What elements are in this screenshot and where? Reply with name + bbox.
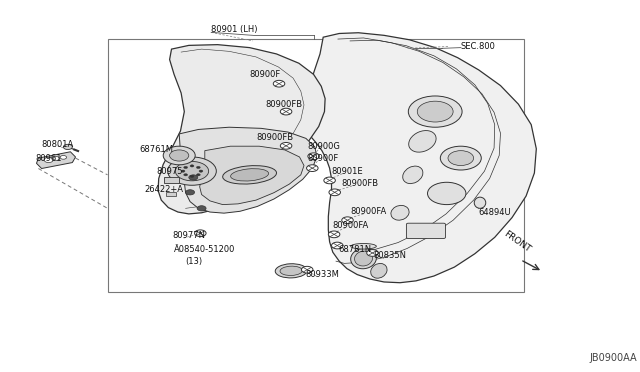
Text: 80801A: 80801A [42, 140, 74, 149]
Circle shape [196, 166, 200, 169]
Circle shape [44, 157, 53, 163]
Circle shape [189, 175, 198, 180]
Circle shape [170, 150, 189, 161]
Circle shape [197, 206, 206, 211]
Circle shape [307, 165, 318, 171]
Circle shape [184, 174, 188, 176]
Text: 64894U: 64894U [478, 208, 511, 217]
Circle shape [329, 189, 340, 196]
Text: 80835N: 80835N [373, 251, 406, 260]
Text: 80975: 80975 [157, 167, 183, 176]
Text: 80901 (LH): 80901 (LH) [211, 25, 258, 34]
Circle shape [53, 157, 60, 160]
Circle shape [417, 101, 453, 122]
Circle shape [168, 157, 216, 185]
Text: 80900G: 80900G [307, 142, 340, 151]
Circle shape [199, 170, 203, 172]
Bar [164, 177, 179, 183]
Circle shape [184, 166, 188, 169]
Circle shape [273, 80, 285, 87]
Ellipse shape [280, 266, 302, 276]
Circle shape [175, 161, 209, 181]
Circle shape [448, 151, 474, 166]
Ellipse shape [474, 197, 486, 208]
Circle shape [428, 182, 466, 205]
Text: 68761M: 68761M [140, 145, 173, 154]
Polygon shape [200, 146, 304, 205]
Text: 80900FB: 80900FB [341, 179, 378, 188]
Circle shape [195, 230, 206, 237]
Circle shape [342, 217, 353, 224]
Text: Ã08540-51200: Ã08540-51200 [174, 246, 236, 254]
Circle shape [163, 146, 195, 165]
Circle shape [63, 144, 72, 150]
Ellipse shape [391, 205, 409, 220]
Circle shape [280, 142, 292, 149]
Text: 80900FB: 80900FB [266, 100, 303, 109]
Circle shape [440, 146, 481, 170]
Text: JB0900AA: JB0900AA [589, 353, 637, 363]
Circle shape [324, 177, 335, 184]
Circle shape [301, 266, 313, 273]
Circle shape [190, 165, 194, 167]
Circle shape [60, 155, 67, 159]
Text: FRONT: FRONT [502, 229, 532, 254]
Ellipse shape [409, 131, 436, 152]
Text: 80900F: 80900F [250, 70, 281, 79]
Circle shape [186, 190, 195, 195]
Ellipse shape [230, 169, 269, 181]
Ellipse shape [351, 248, 376, 269]
Text: 80900FA: 80900FA [333, 221, 369, 230]
Circle shape [190, 175, 194, 177]
Polygon shape [299, 33, 536, 283]
Text: 80900F: 80900F [307, 154, 339, 163]
Polygon shape [158, 45, 325, 214]
Polygon shape [179, 127, 317, 213]
Text: 26422+A: 26422+A [144, 185, 183, 194]
Circle shape [408, 96, 462, 127]
Circle shape [280, 108, 292, 115]
Bar [108, 39, 524, 292]
Ellipse shape [403, 166, 423, 184]
Circle shape [328, 231, 340, 238]
Text: 68781N: 68781N [338, 245, 371, 254]
Circle shape [367, 250, 378, 256]
Text: 80933M: 80933M [305, 270, 339, 279]
Circle shape [181, 170, 185, 172]
Bar [166, 192, 176, 196]
Circle shape [196, 174, 200, 176]
Ellipse shape [223, 166, 276, 184]
Text: 80961: 80961 [35, 154, 61, 163]
Circle shape [308, 153, 319, 160]
Polygon shape [36, 152, 76, 169]
Text: (13): (13) [186, 257, 203, 266]
Ellipse shape [275, 264, 307, 278]
Text: 80977N: 80977N [173, 231, 206, 240]
Ellipse shape [371, 263, 387, 278]
FancyBboxPatch shape [406, 223, 445, 238]
Text: 80900FB: 80900FB [256, 133, 293, 142]
Text: 80900FA: 80900FA [351, 207, 387, 216]
Text: 80901E: 80901E [332, 167, 363, 176]
Circle shape [332, 242, 343, 249]
Text: SEC.800: SEC.800 [461, 42, 495, 51]
Ellipse shape [355, 251, 372, 266]
Ellipse shape [351, 244, 376, 249]
